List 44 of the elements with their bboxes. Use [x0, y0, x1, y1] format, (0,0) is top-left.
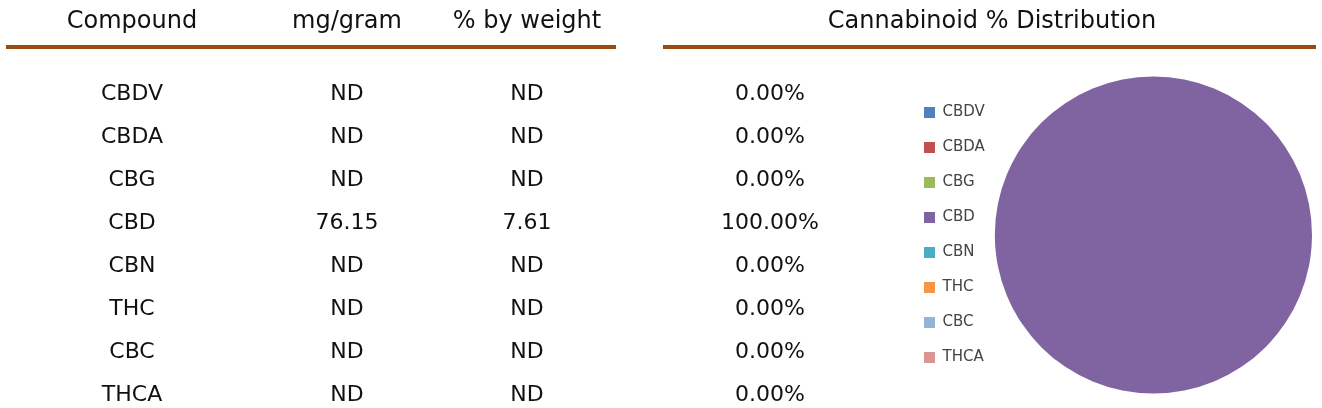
category-label: CBDA	[100, 122, 164, 148]
text: 0.00%	[735, 122, 805, 148]
legend-label: THC	[941, 277, 974, 296]
data-label: ND	[510, 79, 544, 105]
legend-label: CBDA	[942, 137, 986, 156]
text: 0.00%	[735, 337, 805, 363]
data-label: ND	[330, 380, 364, 406]
text: 0.00%	[735, 79, 805, 105]
category-label: CBC	[109, 337, 155, 363]
legend-label: THCA	[941, 347, 985, 366]
category-label: THCA	[101, 380, 163, 406]
text: 0.00%	[735, 380, 805, 406]
data-label: ND	[330, 165, 364, 191]
legend-label: CBD	[942, 207, 975, 226]
legend-label: CBG	[942, 172, 975, 191]
data-label: ND	[330, 294, 364, 320]
category-label: CBG	[108, 165, 156, 191]
data-label: ND	[330, 79, 364, 105]
text: 0.00%	[735, 165, 805, 191]
data-label: ND	[510, 165, 544, 191]
category-label: CBDV	[100, 79, 164, 105]
data-label: ND	[510, 251, 544, 277]
category-label: THC	[109, 294, 155, 320]
data-label: ND	[330, 122, 364, 148]
data-label: 100.00%	[721, 208, 819, 234]
category-label: CBN	[108, 251, 156, 277]
text: Compound	[66, 6, 198, 34]
legend-label: CBC	[942, 312, 974, 331]
text: % by weight	[452, 6, 602, 34]
data-label: ND	[510, 294, 544, 320]
chart-title: Cannabinoid % Distribution	[827, 6, 1157, 34]
text: 0.00%	[735, 294, 805, 320]
data-label: 7.61	[502, 208, 552, 234]
data-label: 76.15	[315, 208, 379, 234]
category-label: CBD	[108, 208, 156, 234]
data-label: ND	[510, 380, 544, 406]
legend-label: CBDV	[942, 102, 986, 121]
data-label: ND	[330, 251, 364, 277]
text: mg/gram	[292, 6, 402, 34]
legend-label: CBN	[942, 242, 975, 261]
text: 0.00%	[735, 251, 805, 277]
data-label: ND	[510, 337, 544, 363]
data-label: ND	[330, 337, 364, 363]
data-label: ND	[510, 122, 544, 148]
